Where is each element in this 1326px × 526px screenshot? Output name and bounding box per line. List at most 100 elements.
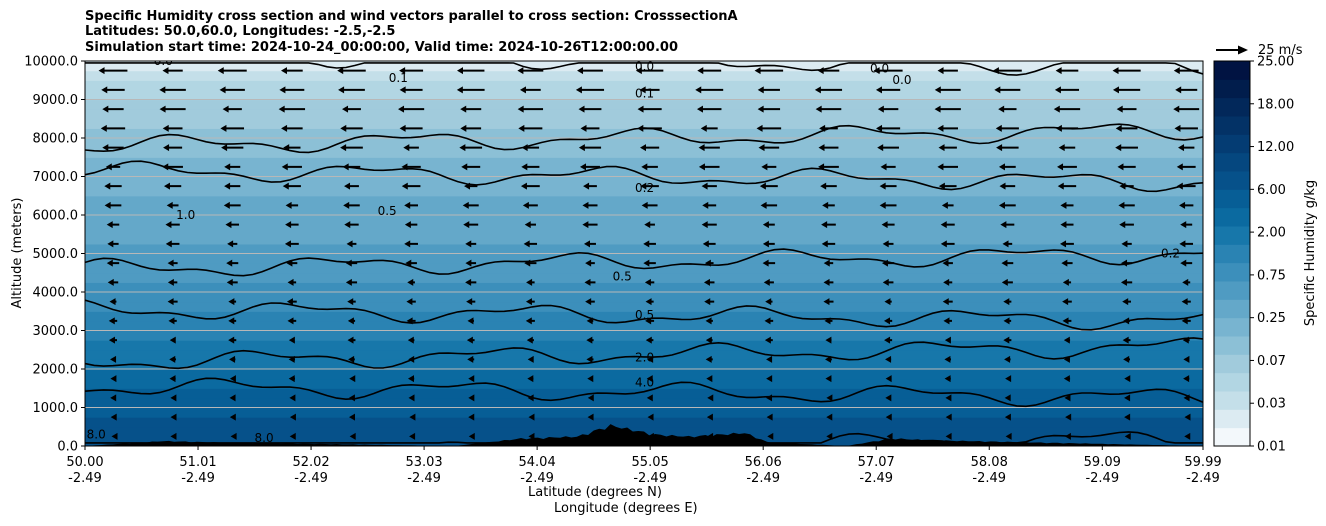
wind-arrow [635,67,664,75]
wind-arrow [1176,163,1196,171]
wind-arrow [583,182,597,190]
wind-arrow [646,394,653,402]
wind-arrow-head [998,163,1005,171]
wind-arrow-head [1180,221,1187,229]
wind-arrow-head [460,105,467,113]
wind-arrow-head [584,278,591,286]
wind-arrow-head [467,355,474,363]
wind-arrow [281,163,302,171]
wind-arrow [697,67,722,75]
wind-arrow [1004,413,1011,421]
wind-arrow-head [582,221,589,229]
contour-label: 0.2 [635,181,654,195]
wind-arrow-head [461,163,468,171]
wind-arrow-head [344,221,351,229]
wind-arrow [945,413,952,421]
wind-arrow-head [399,86,406,94]
humidity-band [85,224,1203,235]
wind-arrow [285,221,299,229]
wind-arrow [873,67,903,75]
wind-arrow-head [764,317,771,325]
wind-arrow [1117,163,1136,171]
wind-arrow-head [1120,278,1127,286]
wind-arrow [1003,317,1012,325]
wind-arrow-head [762,259,769,267]
contour-label: 0.5 [613,269,632,283]
wind-arrow [762,259,776,267]
wind-arrow [349,432,356,440]
wind-arrow [110,394,117,402]
colorbar-segment [1214,97,1250,117]
wind-arrow-head [519,86,526,94]
wind-arrow [288,355,296,363]
y-tick-label: 9000.0 [33,93,79,108]
wind-arrow [1060,201,1074,209]
wind-arrow [1005,375,1012,383]
wind-arrow-head [159,86,166,94]
humidity-band [85,369,1203,380]
wind-arrow [342,163,361,171]
wind-arrow [340,144,363,152]
wind-arrow [526,278,535,286]
wind-arrow [347,298,356,306]
colorbar-segment [1214,152,1250,172]
y-tick-label: 6000.0 [33,209,79,224]
wind-arrow-head [348,394,355,402]
wind-arrow-head [877,144,884,152]
wind-arrow [468,432,475,440]
wind-arrow [885,355,892,363]
wind-arrow-head [1182,278,1189,286]
wind-arrow-head [641,201,648,209]
colorbar-tick-label: 0.03 [1257,397,1286,412]
wind-arrow-head [1183,355,1190,363]
wind-arrow [527,355,534,363]
wind-arrow [578,105,602,113]
wind-arrow-head [885,355,892,363]
wind-arrow [1174,124,1198,132]
wind-arrow [460,124,482,132]
wind-arrow [284,240,299,248]
wind-arrow [883,317,893,325]
wind-arrow [281,124,303,132]
wind-arrow-head [815,105,822,113]
wind-arrow [942,259,953,267]
wind-arrow [646,375,653,383]
humidity-band [85,301,1203,312]
wind-arrow [1005,432,1012,440]
wind-arrow-head [701,221,708,229]
wind-arrow [998,105,1017,113]
wind-arrow [107,240,119,248]
wind-arrow-head [404,221,411,229]
wind-arrow [1060,221,1074,229]
wind-arrow-head [287,317,294,325]
wind-arrow-head [1115,124,1122,132]
wind-arrow [705,317,713,325]
wind-arrow [706,375,713,383]
wind-arrow [763,278,774,286]
colorbar-tick-label: 6.00 [1257,183,1286,198]
contour-label: 0.0 [635,60,654,74]
wind-arrow-head [700,124,707,132]
wind-arrow-head [349,375,356,383]
wind-arrow-head [587,413,594,421]
wind-arrow-head [695,86,702,94]
wind-arrow [758,144,780,152]
wind-arrow-head [1179,240,1186,248]
wind-arrow [881,221,895,229]
wind-arrow [819,124,838,132]
wind-arrow [1178,144,1195,152]
wind-arrow-head [881,259,888,267]
wind-arrow-head [998,201,1005,209]
humidity-band [85,128,1203,139]
wind-arrow [167,259,178,267]
wind-arrow-head [1124,394,1131,402]
wind-arrow [1182,278,1191,286]
wind-arrow-head [766,394,773,402]
wind-arrow [879,182,897,190]
wind-arrow [399,124,423,132]
wind-arrow-head [759,182,766,190]
wind-arrow-head [1122,298,1129,306]
wind-arrow-head [404,201,411,209]
wind-arrow-head [945,413,952,421]
wind-arrow [282,182,301,190]
